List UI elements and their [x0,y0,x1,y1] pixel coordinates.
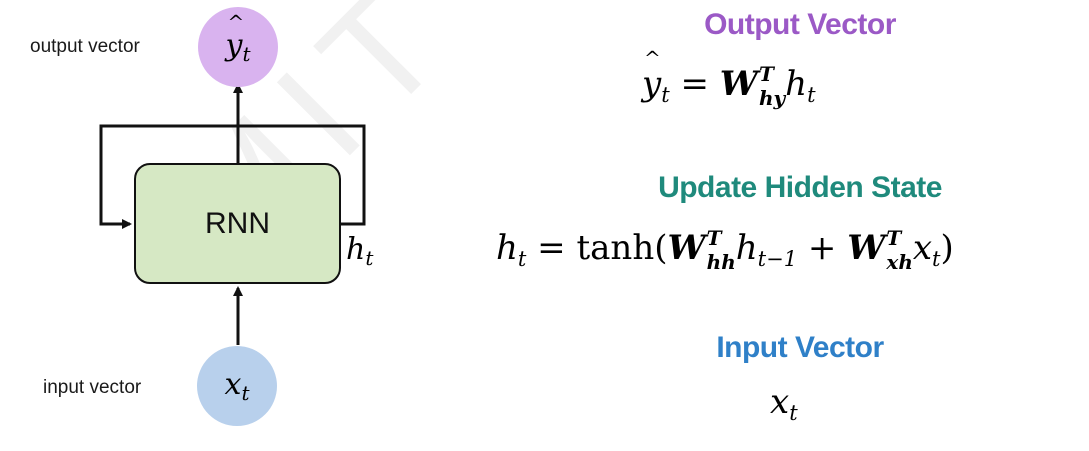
eq-hidden-w2-sub: xh [886,250,913,274]
eq-hidden-w1-sub: hh [706,250,736,274]
eq-output-h-sub: t [807,83,816,107]
eq-output-equals: = [680,64,709,104]
eq-hidden-fn: tanh( [576,228,668,268]
input-equation: xt [770,382,798,425]
rnn-cell: RNN [134,163,341,284]
eq-hidden-lhs-sub: t [517,247,527,271]
eq-output-weight: W [719,64,758,104]
eq-hidden-w1: W [667,228,706,268]
hidden-state-label: ht [346,232,373,270]
output-symbol: y [226,10,245,63]
eq-output-h: h [785,64,808,104]
eq-output-weight-sub: hy [758,86,786,110]
output-subscript: t [242,42,251,66]
eq-hidden-w2: W [847,228,886,268]
eq-output-lhs: y [642,46,661,104]
input-node: xt [197,346,277,426]
input-symbol: x [224,367,242,402]
eq-input-x-sub: t [789,401,798,425]
eq-output-weight-sup: T [758,62,774,86]
hidden-state-title: Update Hidden State [658,171,942,204]
eq-hidden-close: ) [940,228,954,268]
output-vector-label: output vector [30,36,140,57]
eq-hidden-plus: + [807,228,837,268]
eq-hidden-x: x [912,228,933,268]
input-subscript: t [241,381,250,405]
eq-hidden-x-sub: t [932,247,941,271]
eq-hidden-w2-sup: T [886,226,902,250]
eq-hidden-equals: = [537,228,566,268]
output-node: yt [198,7,278,87]
eq-hidden-h: h [735,228,758,268]
eq-output-lhs-sub: t [661,83,670,107]
eq-input-x: x [770,382,790,422]
eq-hidden-lhs: h [496,228,518,268]
eq-hidden-h-sub: t−1 [757,247,798,271]
input-vector-label: input vector [43,377,142,398]
hidden-symbol: h [346,232,366,267]
eq-hidden-w1-sup: T [706,226,722,250]
rnn-label: RNN [205,206,270,240]
recurrent-loop-arrow [99,124,366,229]
input-vector-title: Input Vector [716,331,884,364]
output-vector-title: Output Vector [704,8,896,41]
hidden-subscript: t [365,246,374,270]
